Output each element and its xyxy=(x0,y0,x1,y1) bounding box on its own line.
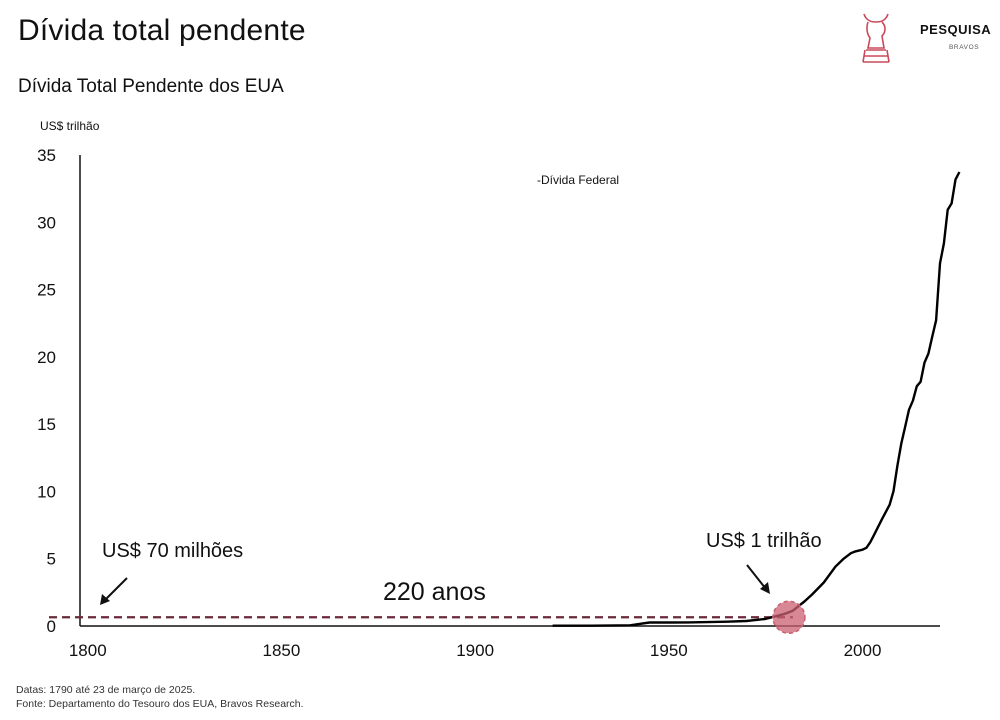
brand-logo: PESQUISA BRAVOS xyxy=(856,8,996,72)
legend-label: -Dívida Federal xyxy=(537,173,619,187)
y-axis-unit-label: US$ trilhão xyxy=(40,119,100,133)
x-tick-label: 2000 xyxy=(844,641,882,660)
y-tick-label: 0 xyxy=(47,617,56,636)
footnote-dates: Datas: 1790 até 23 de março de 2025. xyxy=(16,684,196,696)
annotation-arrow-start xyxy=(103,577,128,602)
annotation-220-years: 220 anos xyxy=(383,578,486,606)
bull-chess-knight-icon xyxy=(862,13,890,63)
y-tick-label: 5 xyxy=(47,550,56,569)
page-title: Dívida total pendente xyxy=(18,14,306,47)
annotation-arrow-trillion xyxy=(746,564,767,590)
x-tick-label: 1950 xyxy=(650,641,688,660)
x-tick-label: 1800 xyxy=(69,641,107,660)
series-line-divida-federal xyxy=(552,171,961,627)
brand-name: PESQUISA xyxy=(920,22,992,37)
y-tick-label: 20 xyxy=(37,348,56,367)
trillion-highlight-marker xyxy=(772,600,806,635)
y-tick-label: 10 xyxy=(37,482,56,501)
y-tick-label: 30 xyxy=(37,213,56,232)
chart-title: Dívida Total Pendente dos EUA xyxy=(18,76,284,97)
x-tick-label: 1850 xyxy=(263,641,301,660)
y-tick-label: 35 xyxy=(37,146,56,165)
y-tick-label: 15 xyxy=(37,415,56,434)
footnote-source: Fonte: Departamento do Tesouro dos EUA, … xyxy=(16,698,304,710)
arrow-head-start xyxy=(100,594,110,605)
y-tick-label: 25 xyxy=(37,281,56,300)
annotation-70-million: US$ 70 milhões xyxy=(102,540,243,562)
arrow-head-trillion xyxy=(760,582,770,594)
annotation-1-trillion: US$ 1 trilhão xyxy=(706,530,822,552)
brand-sub: BRAVOS xyxy=(949,44,980,51)
x-tick-label: 1900 xyxy=(456,641,494,660)
